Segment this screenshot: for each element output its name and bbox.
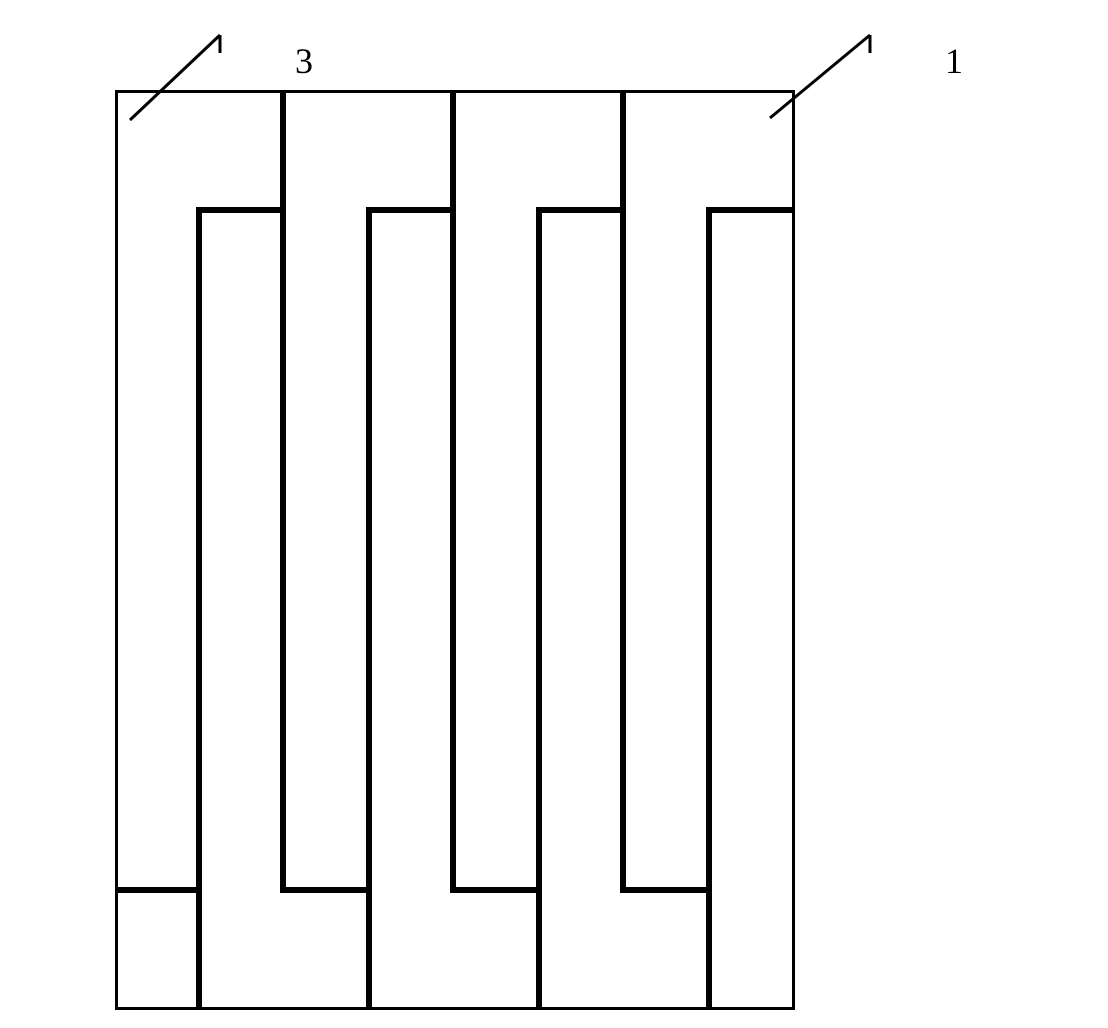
serpentine-svg <box>115 90 795 1010</box>
callout-label-1: 1 <box>945 40 963 82</box>
callout-label-3: 3 <box>295 40 313 82</box>
serpentine-diagram <box>115 90 795 1010</box>
